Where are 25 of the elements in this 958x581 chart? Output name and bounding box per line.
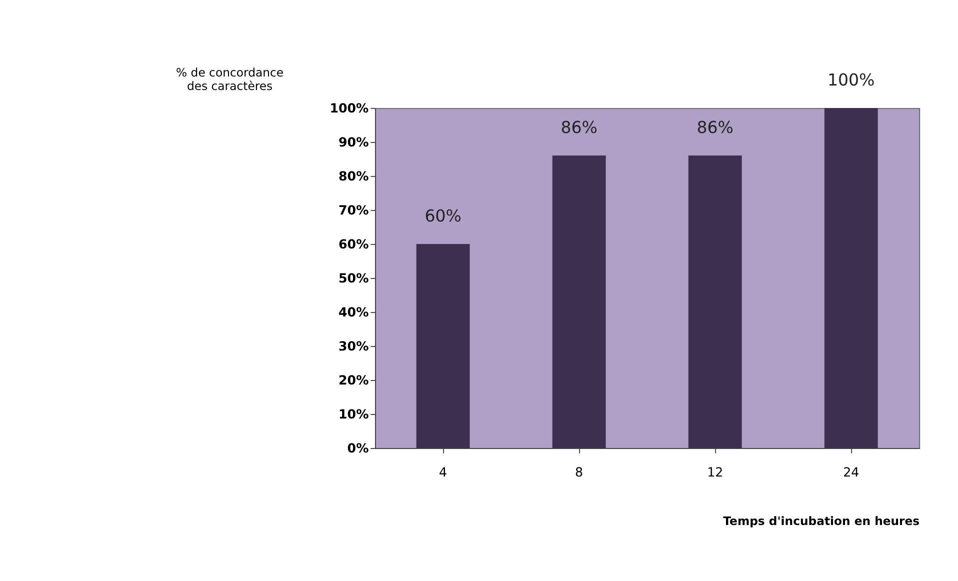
x-tick-label: 8	[575, 464, 584, 480]
y-tick-label: 30%	[338, 338, 370, 354]
y-tick-label: 90%	[338, 134, 370, 150]
y-tick-label: 60%	[338, 236, 370, 252]
y-tick-label: 0%	[347, 440, 370, 456]
data-label: 100%	[828, 70, 875, 90]
bar	[416, 244, 470, 448]
y-tick-label: 80%	[338, 168, 370, 184]
y-tick-label: 40%	[338, 304, 370, 320]
bar	[688, 156, 742, 448]
x-tick-label: 4	[439, 464, 448, 480]
data-label: 86%	[696, 118, 734, 138]
y-tick-label: 100%	[330, 100, 370, 116]
data-label: 60%	[424, 206, 462, 226]
bar	[824, 108, 878, 448]
x-tick-label: 12	[707, 464, 724, 480]
y-tick-label: 70%	[338, 202, 370, 218]
x-tick-label: 24	[843, 464, 860, 480]
bar	[552, 156, 606, 448]
y-tick-label: 20%	[338, 372, 370, 388]
data-label: 86%	[560, 118, 598, 138]
y-tick-label: 10%	[338, 406, 370, 422]
x-axis-title: Temps d'incubation en heures	[723, 514, 920, 528]
y-tick-label: 50%	[338, 270, 370, 286]
y-axis-title: % de concordance des caractères	[176, 65, 284, 93]
